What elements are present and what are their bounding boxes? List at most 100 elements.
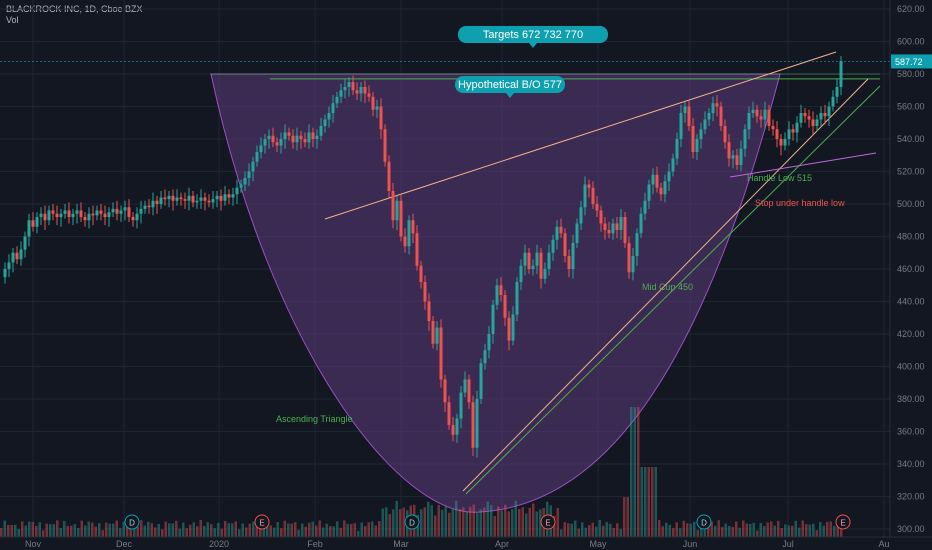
- targets-callout: Targets 672 732 770: [458, 26, 608, 48]
- candle: [755, 109, 759, 117]
- volume-bar: [801, 520, 804, 537]
- volume-bar: [346, 523, 349, 537]
- volume-bar: [14, 524, 17, 537]
- candle: [831, 96, 835, 107]
- dividend-marker: D: [404, 514, 420, 530]
- volume-bar: [826, 521, 829, 537]
- volume-bar: [108, 523, 111, 537]
- candle: [715, 103, 719, 107]
- candle: [491, 304, 495, 334]
- volume-bar: [563, 522, 566, 537]
- volume-bar: [199, 520, 202, 537]
- svg-text:D: D: [409, 519, 415, 528]
- volume-bar: [367, 522, 370, 537]
- volume-bar: [567, 523, 570, 537]
- time-tick-label: Au: [878, 539, 889, 549]
- volume-bar: [735, 521, 738, 537]
- candle: [819, 113, 823, 120]
- candle: [395, 200, 399, 221]
- candle: [467, 379, 471, 403]
- volume-bar: [749, 523, 752, 537]
- volume-bar: [87, 521, 90, 537]
- volume-bar: [245, 527, 248, 537]
- volume-bar: [157, 523, 160, 537]
- candle: [739, 148, 743, 165]
- volume-bar: [490, 505, 493, 537]
- volume-bar: [644, 467, 647, 537]
- price-tick-label: 440.00: [897, 297, 925, 307]
- price-tick-label: 560.00: [897, 102, 925, 112]
- volume-bar: [840, 529, 843, 537]
- hypothetical-bo-callout-text: Hypothetical B/O 577: [458, 79, 562, 91]
- candle: [75, 210, 79, 214]
- price-tick-label: 580.00: [897, 69, 925, 79]
- candle: [555, 226, 559, 240]
- volume-bar: [619, 528, 622, 537]
- volume-bar: [598, 520, 601, 537]
- earnings-marker: E: [540, 514, 556, 530]
- candle: [367, 93, 371, 97]
- volume-bar: [717, 520, 720, 537]
- volume-bar: [633, 407, 636, 537]
- candle: [551, 239, 555, 253]
- candle: [331, 103, 335, 113]
- candle: [87, 213, 91, 221]
- candle: [751, 109, 755, 113]
- candle: [415, 233, 419, 266]
- volume-bar: [577, 528, 580, 537]
- candle: [283, 132, 287, 139]
- candle: [559, 226, 563, 234]
- volume-bar: [766, 522, 769, 537]
- volume-bar: [486, 501, 489, 537]
- last-price-tag: [891, 54, 932, 69]
- volume-bar: [672, 528, 675, 537]
- volume-bar: [479, 509, 482, 537]
- candle: [507, 317, 511, 341]
- candle: [787, 129, 791, 139]
- volume-bar: [462, 507, 465, 537]
- volume-bar: [171, 523, 174, 537]
- candle: [399, 200, 403, 237]
- volume-label: Vol: [6, 15, 19, 25]
- candle: [151, 200, 155, 208]
- volume-bar: [500, 510, 503, 537]
- candle: [211, 199, 215, 203]
- candle: [571, 243, 575, 269]
- candle: [519, 265, 523, 282]
- candle: [427, 301, 431, 321]
- candle: [371, 96, 375, 110]
- candle: [727, 142, 731, 159]
- dividend-marker: D: [124, 514, 140, 530]
- candle: [575, 223, 579, 243]
- volume-bar: [675, 522, 678, 537]
- volume-bar: [609, 523, 612, 537]
- volume-bar: [637, 407, 640, 537]
- volume-bar: [185, 528, 188, 537]
- volume-bar: [206, 522, 209, 537]
- volume-bar: [616, 523, 619, 537]
- volume-bar: [364, 526, 367, 537]
- volume-bar: [196, 526, 199, 537]
- candle: [827, 106, 831, 117]
- volume-bar: [210, 524, 213, 537]
- volume-bar: [332, 526, 335, 537]
- candle: [375, 106, 379, 110]
- candle: [515, 282, 519, 315]
- volume-bar: [255, 525, 258, 537]
- handle-line: [729, 152, 877, 178]
- time-tick-label: 2020: [209, 539, 229, 549]
- candle: [291, 135, 295, 143]
- candle: [163, 197, 167, 200]
- candle: [719, 106, 723, 126]
- volume-bar: [227, 523, 230, 537]
- candle: [459, 392, 463, 419]
- volume-bar: [129, 525, 132, 537]
- price-tick-label: 340.00: [897, 459, 925, 469]
- candle: [431, 321, 435, 344]
- candle: [95, 210, 99, 216]
- volume-bar: [651, 467, 654, 537]
- candle: [767, 109, 771, 126]
- volume-bar: [752, 522, 755, 537]
- candle: [259, 145, 263, 152]
